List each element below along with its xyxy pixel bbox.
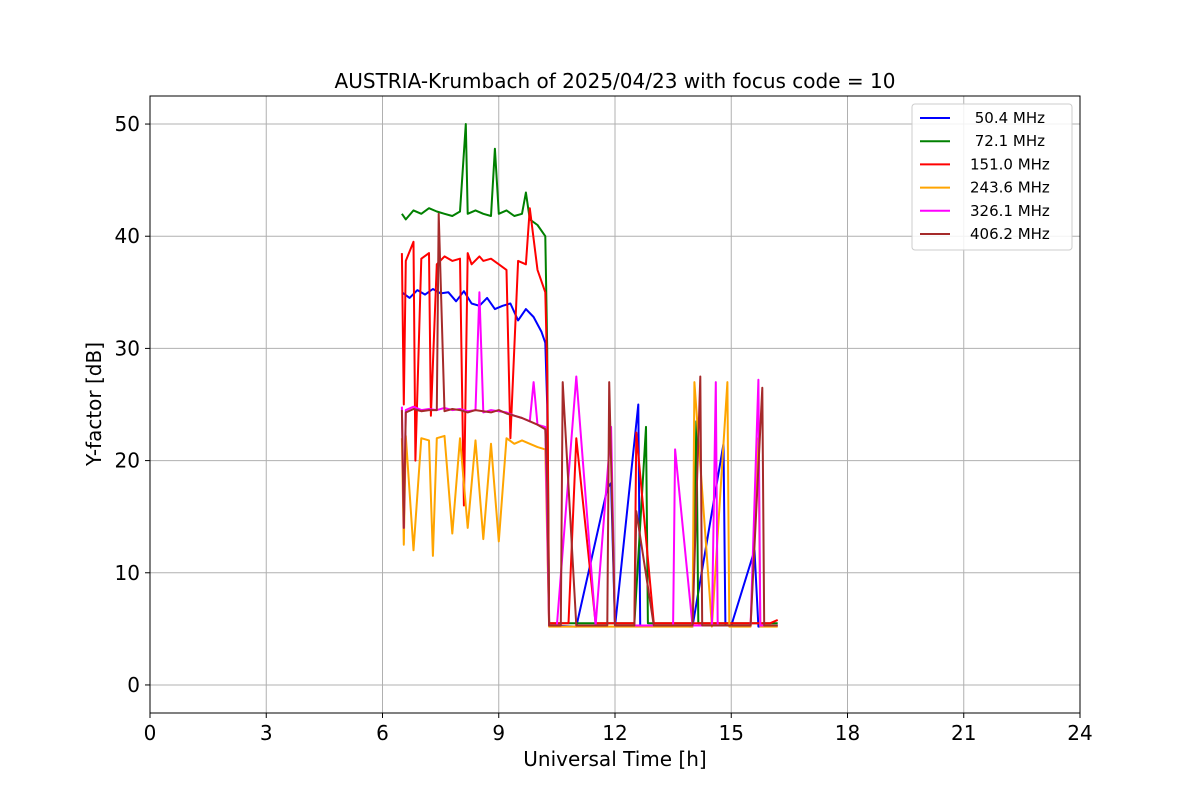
x-tick-label: 0 bbox=[144, 721, 157, 745]
legend-label: 50.4 MHz bbox=[970, 109, 1045, 127]
x-tick-label: 12 bbox=[602, 721, 627, 745]
legend-label: 72.1 MHz bbox=[970, 132, 1045, 150]
legend: 50.4 MHz 72.1 MHz 151.0 MHz 243.6 MHz 326.1… bbox=[911, 103, 1073, 251]
y-axis-title: Y-factor [dB] bbox=[82, 342, 106, 467]
ticks: 0 3 6 9 12 15 18 21 24 0 10 20 30 40 50 bbox=[115, 112, 1093, 745]
series-line-3 bbox=[400, 381, 778, 628]
x-tick-label: 15 bbox=[719, 721, 744, 745]
y-tick-label: 40 bbox=[115, 224, 140, 248]
x-tick-label: 9 bbox=[492, 721, 505, 745]
legend-label: 406.2 MHz bbox=[970, 225, 1050, 243]
legend-label: 326.1 MHz bbox=[970, 202, 1050, 220]
x-tick-label: 18 bbox=[835, 721, 860, 745]
y-tick-label: 50 bbox=[115, 112, 140, 136]
y-tick-label: 0 bbox=[127, 673, 140, 697]
x-axis-title: Universal Time [h] bbox=[523, 747, 706, 771]
x-tick-label: 21 bbox=[951, 721, 976, 745]
x-tick-label: 24 bbox=[1067, 721, 1092, 745]
y-tick-label: 20 bbox=[115, 449, 140, 473]
y-tick-label: 10 bbox=[115, 561, 140, 585]
x-tick-label: 6 bbox=[376, 721, 389, 745]
series-group bbox=[400, 123, 779, 628]
series-line-5 bbox=[400, 212, 778, 627]
legend-box bbox=[911, 103, 1073, 251]
chart-title: AUSTRIA-Krumbach of 2025/04/23 with focu… bbox=[335, 69, 896, 93]
legend-label: 243.6 MHz bbox=[970, 179, 1050, 197]
legend-label: 151.0 MHz bbox=[970, 155, 1050, 173]
x-tick-label: 3 bbox=[260, 721, 273, 745]
y-tick-label: 30 bbox=[115, 336, 140, 360]
